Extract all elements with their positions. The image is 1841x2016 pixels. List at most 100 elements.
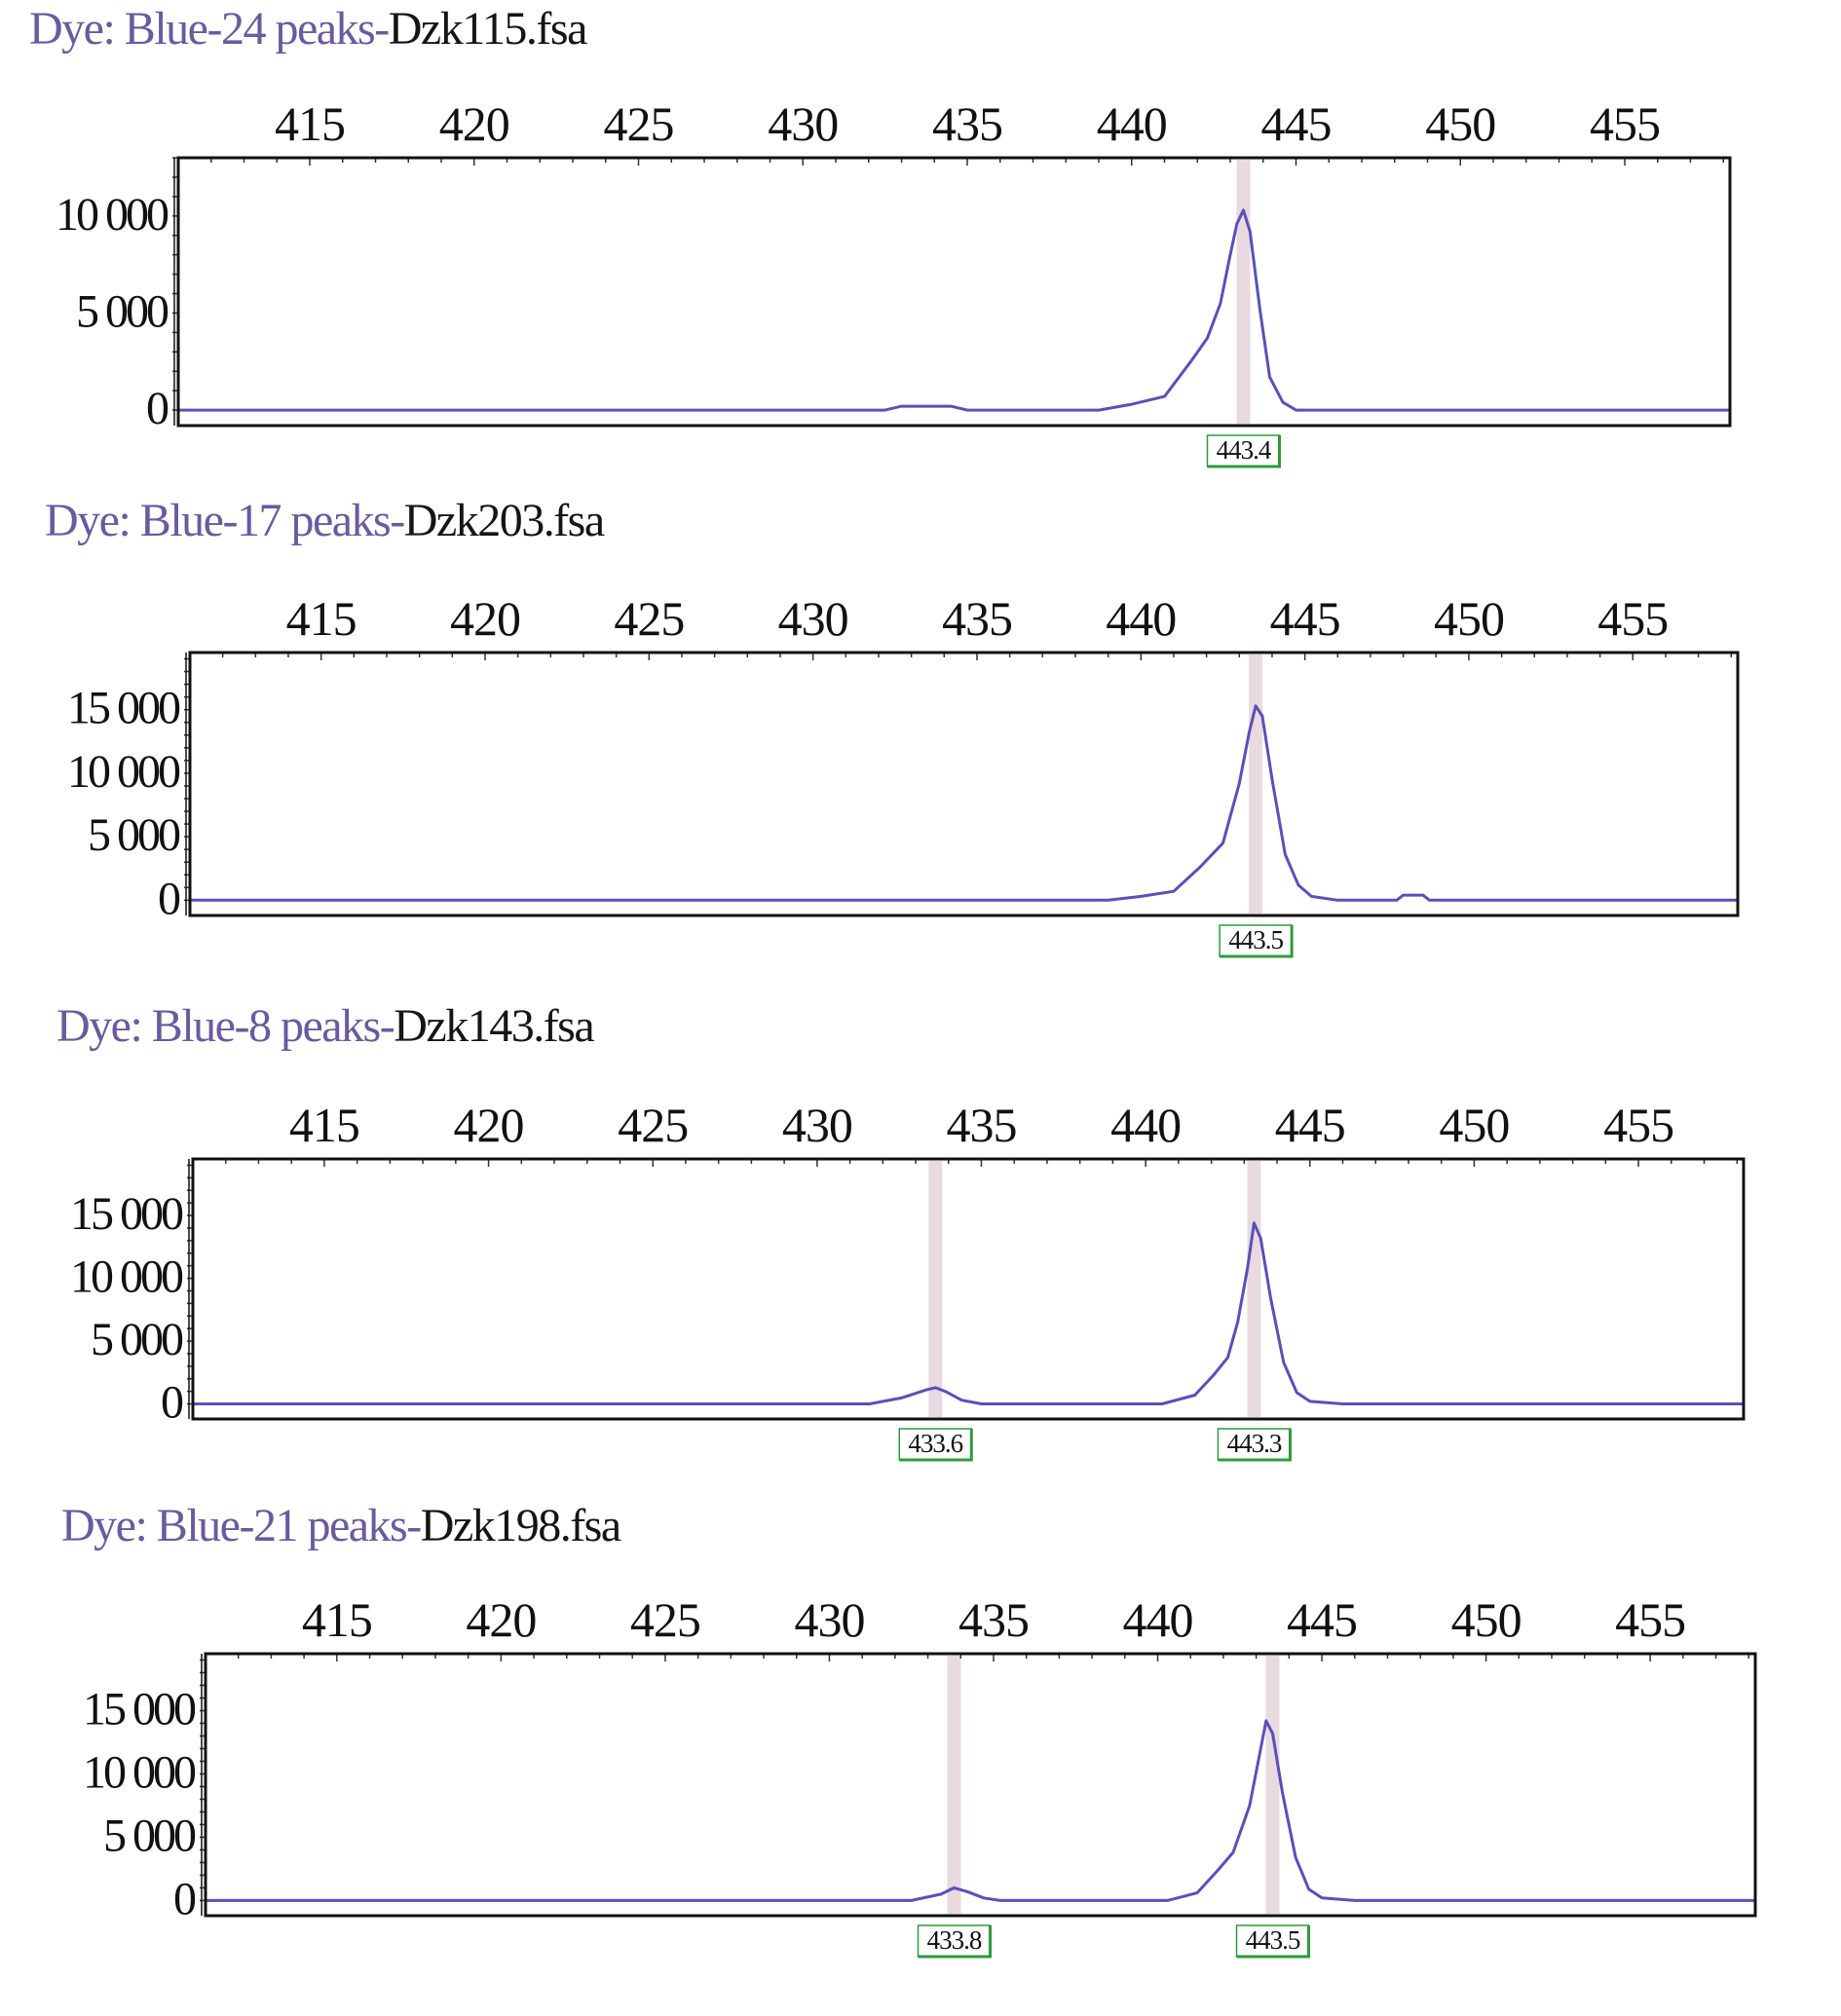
peak-label-group: 433.6 xyxy=(898,1428,973,1462)
peak-highlight-band xyxy=(1265,1656,1280,1914)
x-tick-label: 445 xyxy=(1275,1098,1345,1152)
title-separator: - xyxy=(390,495,405,546)
x-tick-label: 415 xyxy=(286,591,357,646)
plot-frame xyxy=(191,1157,1746,1421)
panel-title: Dye: Blue-21 peaks-Dzk198.fsa xyxy=(61,1497,621,1555)
peak-size-label: 443.5 xyxy=(1246,1925,1300,1955)
peak-highlight-band xyxy=(928,1161,943,1417)
title-separator: - xyxy=(374,3,390,55)
panel-title: Dye: Blue-8 peaks-Dzk143.fsa xyxy=(56,997,595,1056)
peak-label-group: 443.5 xyxy=(1235,1924,1310,1959)
peak-label-group: 443.5 xyxy=(1219,924,1294,958)
y-tick-label: 5 000 xyxy=(103,1810,196,1861)
peak-highlight-band xyxy=(1247,1161,1261,1417)
x-tick-label: 440 xyxy=(1106,591,1176,646)
x-tick-label: 445 xyxy=(1261,96,1332,151)
y-tick-label: 5 000 xyxy=(91,1314,183,1365)
y-tick-label: 10 000 xyxy=(56,189,169,241)
x-tick-label: 425 xyxy=(614,591,684,646)
y-tick-label: 0 xyxy=(146,383,169,434)
x-tick-label: 420 xyxy=(450,591,520,646)
y-tick-label: 0 xyxy=(158,873,180,924)
x-tick-label: 430 xyxy=(768,96,838,151)
electropherogram-chart: 415 420 425 430 435 440 445 450 455 0 5 000 10 000 1… xyxy=(83,1592,1757,1959)
peak-size-label: 433.6 xyxy=(908,1429,962,1458)
x-tick-label: 435 xyxy=(932,96,1002,151)
y-tick-label: 15 000 xyxy=(70,1188,183,1240)
peak-size-label: 433.8 xyxy=(927,1925,982,1955)
x-tick-label: 455 xyxy=(1615,1592,1685,1647)
title-file-name: Dzk143.fsa xyxy=(394,1000,594,1052)
peak-label-group: 433.8 xyxy=(917,1924,993,1959)
x-tick-label: 455 xyxy=(1597,591,1668,646)
title-file-name: Dzk115.fsa xyxy=(388,3,588,55)
x-tick-label: 425 xyxy=(604,96,674,151)
peak-size-label: 443.5 xyxy=(1228,925,1283,954)
x-tick-label: 455 xyxy=(1590,96,1660,151)
title-file-name: Dzk198.fsa xyxy=(420,1500,621,1551)
title-dye-label: Dye: Blue-24 peaks xyxy=(29,3,376,55)
peak-label-box xyxy=(1235,1924,1310,1958)
x-tick-label: 430 xyxy=(778,591,848,646)
x-tick-label: 435 xyxy=(958,1592,1029,1647)
signal-trace xyxy=(190,704,1738,902)
peak-label-bracket xyxy=(918,1925,993,1959)
y-tick-label: 0 xyxy=(173,1873,196,1924)
peak-size-label: 443.4 xyxy=(1217,435,1272,465)
electropherogram-chart: 415 420 425 430 435 440 445 450 455 0 5 000 10 000 1… xyxy=(67,591,1740,958)
x-tick-label: 445 xyxy=(1287,1592,1357,1647)
x-tick-label: 420 xyxy=(466,1592,536,1647)
x-tick-label: 420 xyxy=(454,1098,524,1152)
title-dye-label: Dye: Blue-21 peaks xyxy=(61,1500,408,1551)
y-tick-label: 0 xyxy=(161,1377,183,1429)
peak-highlight-band xyxy=(1236,160,1251,424)
y-tick-label: 15 000 xyxy=(83,1683,196,1735)
peak-label-group: 443.4 xyxy=(1206,434,1281,468)
peak-label-bracket xyxy=(1218,1429,1292,1462)
title-separator: - xyxy=(379,1000,395,1052)
x-tick-label: 455 xyxy=(1603,1098,1673,1152)
y-tick-label: 5 000 xyxy=(88,809,180,861)
x-tick-label: 415 xyxy=(275,96,345,151)
panel-title: Dye: Blue-17 peaks-Dzk203.fsa xyxy=(45,492,605,550)
panel-dzk203: Dye: Blue-17 peaks-Dzk203.fsa 415 420 425 4… xyxy=(0,492,1841,989)
peak-highlight-band xyxy=(1249,654,1263,914)
y-tick-label: 10 000 xyxy=(70,1251,183,1303)
panel-dzk198: Dye: Blue-21 peaks-Dzk198.fsa 415 420 425 4… xyxy=(0,1497,1841,1994)
peak-label-bracket xyxy=(1236,1925,1310,1959)
y-tick-label: 5 000 xyxy=(76,285,169,337)
panel-dzk115: Dye: Blue-24 peaks-Dzk115.fsa 415 420 425 4… xyxy=(0,0,1841,497)
x-tick-label: 435 xyxy=(946,1098,1016,1152)
x-tick-label: 450 xyxy=(1451,1592,1522,1647)
x-tick-label: 445 xyxy=(1270,591,1340,646)
plot-frame xyxy=(188,651,1740,917)
y-tick-label: 10 000 xyxy=(83,1746,196,1798)
y-tick-label: 10 000 xyxy=(67,746,180,798)
title-dye-label: Dye: Blue-8 peaks xyxy=(56,1000,381,1052)
x-tick-label: 435 xyxy=(942,591,1012,646)
peak-label-group: 443.3 xyxy=(1217,1428,1292,1462)
peak-label-bracket xyxy=(1207,435,1281,468)
peak-label-box xyxy=(1206,434,1281,467)
plot-frame xyxy=(204,1652,1757,1918)
x-tick-label: 425 xyxy=(630,1592,700,1647)
x-tick-label: 425 xyxy=(618,1098,688,1152)
x-tick-label: 430 xyxy=(782,1098,852,1152)
x-tick-label: 440 xyxy=(1097,96,1167,151)
peak-label-bracket xyxy=(899,1429,973,1462)
peak-size-label: 443.3 xyxy=(1227,1429,1282,1458)
x-tick-label: 440 xyxy=(1123,1592,1193,1647)
x-tick-label: 450 xyxy=(1434,591,1504,646)
peak-label-box xyxy=(1219,924,1293,957)
peak-label-bracket xyxy=(1220,925,1294,958)
x-tick-label: 415 xyxy=(302,1592,372,1647)
panel-dzk143: Dye: Blue-8 peaks-Dzk143.fsa 415 420 425 43… xyxy=(0,997,1841,1494)
plot-frame xyxy=(176,156,1732,428)
electropherogram-chart: 415 420 425 430 435 440 445 450 455 0 5 000 10 000 1… xyxy=(70,1098,1746,1462)
title-separator: - xyxy=(406,1500,422,1551)
title-dye-label: Dye: Blue-17 peaks xyxy=(45,495,392,546)
peak-highlight-band xyxy=(947,1656,961,1914)
peak-label-box xyxy=(898,1428,973,1461)
x-tick-label: 430 xyxy=(794,1592,864,1647)
y-tick-label: 15 000 xyxy=(67,683,180,734)
